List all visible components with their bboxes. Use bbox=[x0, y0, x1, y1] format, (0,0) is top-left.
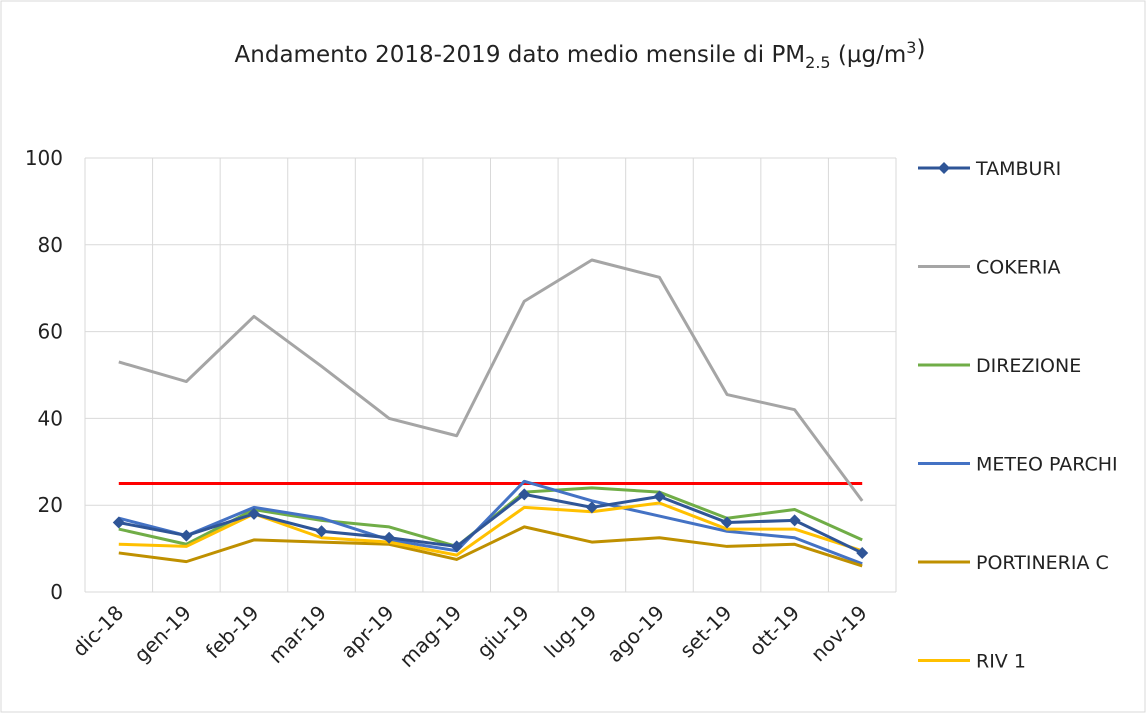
y-tick-label: 0 bbox=[50, 580, 63, 604]
y-tick-label: 40 bbox=[38, 406, 63, 430]
title-part: 3 bbox=[906, 38, 916, 57]
series-line bbox=[118, 492, 863, 555]
legend-label: METEO PARCHI bbox=[976, 454, 1118, 476]
title-part: ) bbox=[916, 36, 925, 62]
series-line bbox=[118, 525, 863, 568]
point-marker bbox=[653, 490, 666, 503]
point-marker bbox=[180, 529, 193, 542]
chart-title: Andamento 2018-2019 dato medio mensile d… bbox=[235, 36, 926, 72]
legend-label: RIV 1 bbox=[976, 651, 1026, 673]
point-marker bbox=[383, 531, 396, 544]
point-marker bbox=[112, 516, 125, 529]
point-marker bbox=[788, 514, 801, 527]
y-tick-label: 20 bbox=[38, 493, 63, 517]
legend-label: DIREZIONE bbox=[976, 355, 1081, 377]
point-marker bbox=[247, 507, 260, 520]
point-marker bbox=[518, 488, 531, 501]
series-line bbox=[118, 501, 863, 557]
series-line bbox=[118, 479, 863, 566]
title-part: (µg/m bbox=[831, 42, 907, 68]
y-tick-label: 80 bbox=[38, 233, 63, 257]
legend-label: PORTINERIA C bbox=[976, 552, 1109, 574]
point-marker bbox=[721, 516, 734, 529]
point-marker bbox=[585, 501, 598, 514]
y-tick-label: 100 bbox=[25, 146, 63, 170]
legend-label: COKERIA bbox=[976, 257, 1061, 279]
point-marker bbox=[856, 546, 869, 559]
series-line bbox=[118, 258, 864, 502]
title-part: 2.5 bbox=[805, 53, 830, 72]
legend-label: TAMBURI bbox=[975, 158, 1061, 180]
point-marker bbox=[450, 540, 463, 553]
legend-marker bbox=[938, 162, 950, 174]
y-tick-label: 60 bbox=[38, 320, 63, 344]
title-part: Andamento 2018-2019 dato medio mensile d… bbox=[235, 42, 806, 68]
point-marker bbox=[315, 525, 328, 538]
